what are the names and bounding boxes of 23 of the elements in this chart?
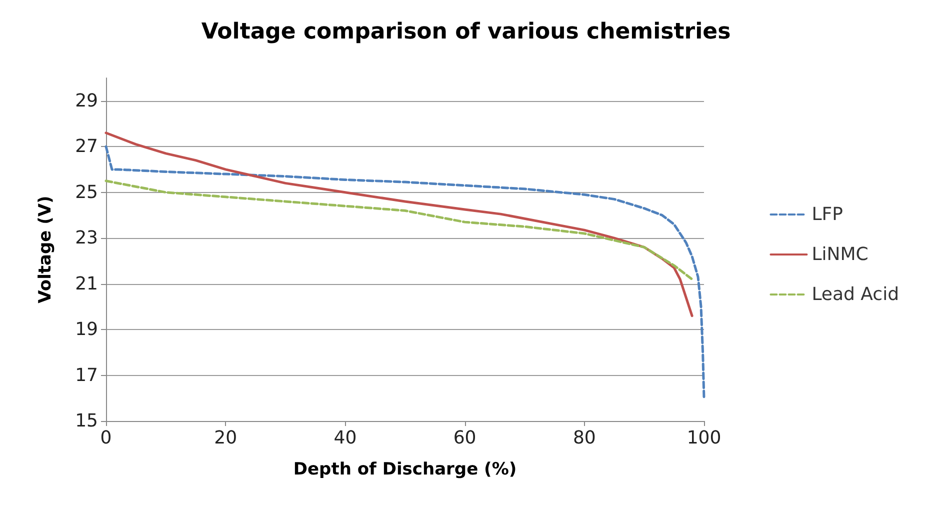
x-axis-title: Depth of Discharge (%) <box>293 460 517 480</box>
y-tick-label: 17 <box>75 364 98 386</box>
y-tick-label: 25 <box>75 182 98 203</box>
legend-label: LiNMC <box>812 244 868 265</box>
x-tick-label: 60 <box>453 428 476 448</box>
chart-title: Voltage comparison of various chemistries <box>201 20 731 44</box>
line-series <box>104 132 694 318</box>
x-tick-label: 40 <box>334 428 357 448</box>
y-tick-label: 19 <box>75 319 98 340</box>
y-tick-label: 21 <box>75 273 98 294</box>
x-tick-label: 0 <box>100 428 112 448</box>
y-tick-label: 27 <box>75 136 98 158</box>
legend-label: Lead Acid <box>812 284 900 305</box>
x-tick-label: 80 <box>572 428 596 448</box>
y-axis-title: Voltage (V) <box>36 196 56 304</box>
x-tick-label: 100 <box>686 428 722 448</box>
line-series <box>104 145 706 400</box>
legend-label: LFP <box>812 204 844 225</box>
y-tick-label: 29 <box>75 90 98 112</box>
y-tick-label: 15 <box>75 410 98 432</box>
line-series <box>104 180 694 280</box>
x-tick-label: 20 <box>214 428 238 448</box>
y-tick-label: 23 <box>75 228 98 249</box>
